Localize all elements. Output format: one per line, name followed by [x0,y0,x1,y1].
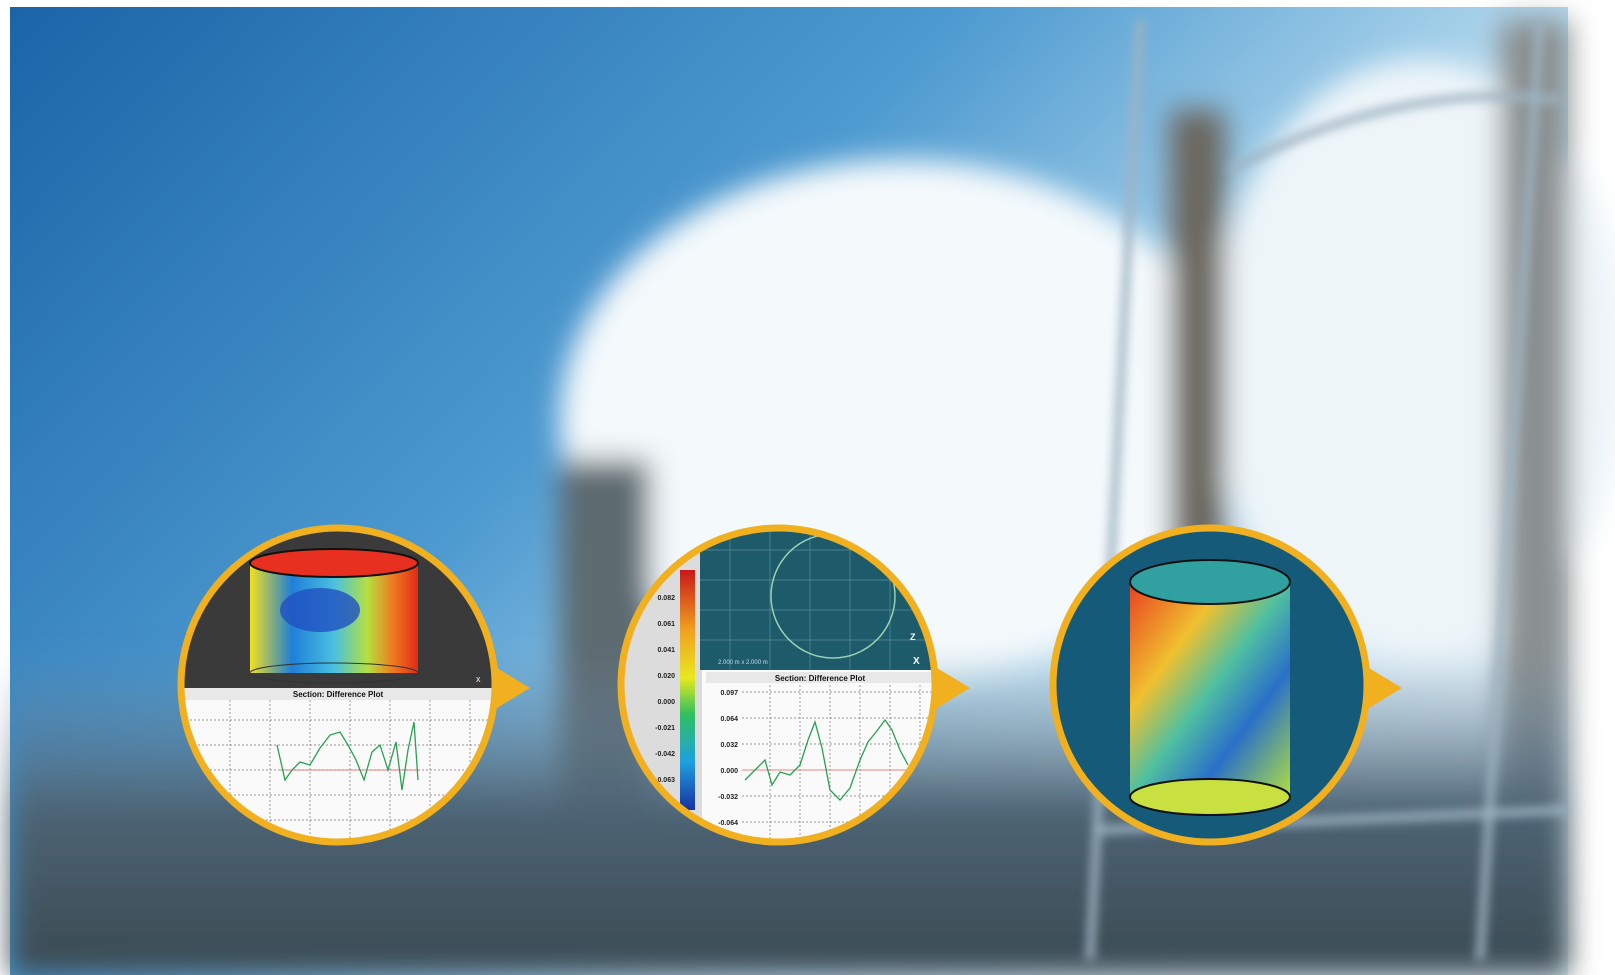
axis-label: x [476,674,481,684]
colorbar-label: 0.061 [657,621,675,628]
y-label: 0.000 [720,768,738,775]
colorbar-label: 0.000 [657,699,675,706]
colorbar-label: -0.063 [655,777,675,784]
colorbar-label: 0.041 [657,647,675,654]
colorbar-label: -0.042 [655,751,675,758]
axis-label: X [913,656,920,667]
plot-title: Section: Difference Plot [293,690,384,699]
y-label: -0.064 [718,820,738,827]
inset-3 [1049,524,1402,846]
axis-label: Z [910,632,916,642]
colorbar-label: -0.021 [655,725,675,732]
colorbar-label: 0.020 [657,673,675,680]
scale-label: 2.000 m x 2.000 m [718,660,768,666]
plot-title: Section: Difference Plot [775,674,866,683]
inset-2: 2.000 m x 2.000 m Z X 0.082 0.061 0.041 … [617,524,970,846]
y-label: 0.097 [720,690,738,697]
y-label: 0.064 [720,716,738,723]
colorbar-label: 0.082 [657,595,675,602]
y-label: -0.032 [718,794,738,801]
y-label: 0.032 [720,742,738,749]
